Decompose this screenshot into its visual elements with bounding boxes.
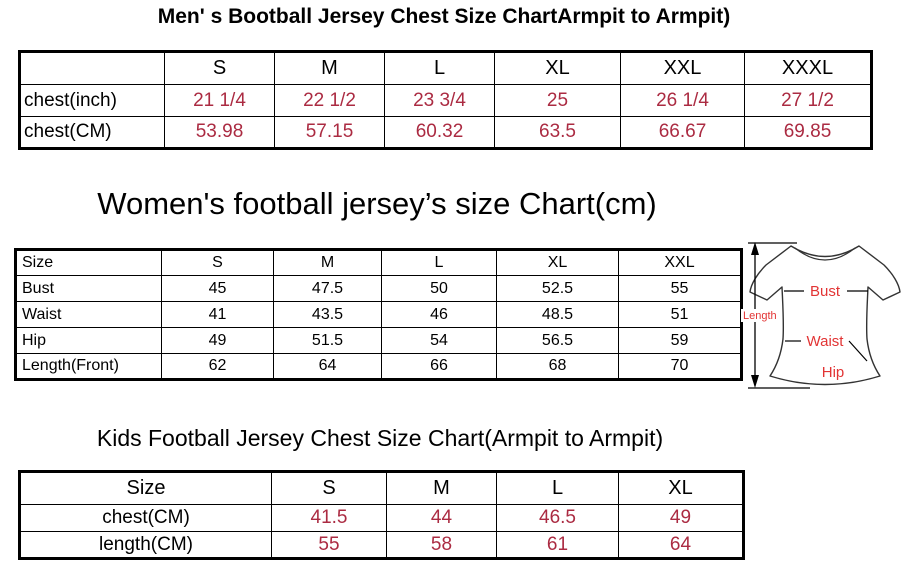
men-value-cell: 27 1/2 bbox=[744, 84, 872, 117]
men-value-cell: 57.15 bbox=[274, 116, 385, 149]
women-size-header: S bbox=[161, 249, 274, 276]
women-value-cell: 51 bbox=[618, 301, 742, 328]
tshirt-measure-diagram: Length Bust Waist Hip bbox=[740, 234, 901, 400]
women-size-header: XL bbox=[496, 249, 619, 276]
kids-value-cell: 64 bbox=[618, 531, 744, 559]
women-value-cell: 56.5 bbox=[496, 327, 619, 354]
length-label: Length bbox=[743, 310, 777, 322]
kids-size-table: Size S M L XL chest(CM) 41.5 44 46.5 49 … bbox=[18, 470, 745, 560]
kids-row-label: length(CM) bbox=[19, 531, 272, 559]
men-size-header: M bbox=[274, 51, 385, 85]
men-value-cell: 23 3/4 bbox=[384, 84, 495, 117]
women-value-cell: 64 bbox=[273, 353, 382, 380]
women-value-cell: 70 bbox=[618, 353, 742, 380]
men-value-cell: 22 1/2 bbox=[274, 84, 385, 117]
women-size-header: XXL bbox=[618, 249, 742, 276]
women-bust-row: Bust 45 47.5 50 52.5 55 bbox=[15, 275, 742, 302]
women-hip-row: Hip 49 51.5 54 56.5 59 bbox=[15, 327, 742, 354]
women-value-cell: 49 bbox=[161, 327, 274, 354]
men-value-cell: 25 bbox=[494, 84, 621, 117]
kids-value-cell: 44 bbox=[386, 504, 497, 532]
women-value-cell: 43.5 bbox=[273, 301, 382, 328]
men-row-label: chest(CM) bbox=[19, 116, 165, 149]
measure-lines bbox=[784, 290, 868, 362]
women-value-cell: 51.5 bbox=[273, 327, 382, 354]
men-value-cell: 66.67 bbox=[620, 116, 745, 149]
women-value-cell: 41 bbox=[161, 301, 274, 328]
kids-size-header: M bbox=[386, 471, 497, 505]
women-row-label: Waist bbox=[15, 301, 162, 328]
women-value-cell: 48.5 bbox=[496, 301, 619, 328]
women-value-cell: 46 bbox=[381, 301, 497, 328]
women-chart-title: Women's football jersey’s size Chart(cm) bbox=[97, 186, 657, 221]
men-size-header: XXL bbox=[620, 51, 745, 85]
women-corner-cell: Size bbox=[15, 249, 162, 276]
bust-label: Bust bbox=[810, 283, 841, 300]
women-length-row: Length(Front) 62 64 66 68 70 bbox=[15, 353, 742, 380]
kids-row-label: chest(CM) bbox=[19, 504, 272, 532]
women-waist-row: Waist 41 43.5 46 48.5 51 bbox=[15, 301, 742, 328]
women-value-cell: 47.5 bbox=[273, 275, 382, 302]
women-value-cell: 52.5 bbox=[496, 275, 619, 302]
hip-label: Hip bbox=[822, 364, 845, 381]
women-row-label: Bust bbox=[15, 275, 162, 302]
women-value-cell: 45 bbox=[161, 275, 274, 302]
men-row-label: chest(inch) bbox=[19, 84, 165, 117]
kids-chest-row: chest(CM) 41.5 44 46.5 49 bbox=[19, 504, 744, 532]
kids-header-row: Size S M L XL bbox=[19, 471, 744, 505]
men-chart-title: Men' s Bootball Jersey Chest Size ChartA… bbox=[157, 5, 731, 28]
women-row-label: Length(Front) bbox=[15, 353, 162, 380]
men-value-cell: 69.85 bbox=[744, 116, 872, 149]
men-value-cell: 60.32 bbox=[384, 116, 495, 149]
men-header-row: S M L XL XXL XXXL bbox=[19, 51, 872, 85]
kids-size-header: S bbox=[271, 471, 387, 505]
women-value-cell: 54 bbox=[381, 327, 497, 354]
men-chest-cm-row: chest(CM) 53.98 57.15 60.32 63.5 66.67 6… bbox=[19, 116, 872, 149]
women-header-row: Size S M L XL XXL bbox=[15, 249, 742, 276]
women-row-label: Hip bbox=[15, 327, 162, 354]
women-size-table: Size S M L XL XXL Bust 45 47.5 50 52.5 5… bbox=[14, 248, 743, 381]
kids-value-cell: 55 bbox=[271, 531, 387, 559]
men-size-header: XXXL bbox=[744, 51, 872, 85]
men-size-header: XL bbox=[494, 51, 621, 85]
tshirt-outline-icon bbox=[749, 245, 901, 386]
kids-value-cell: 46.5 bbox=[496, 504, 619, 532]
women-size-header: M bbox=[273, 249, 382, 276]
men-value-cell: 53.98 bbox=[164, 116, 275, 149]
kids-chart-title: Kids Football Jersey Chest Size Chart(Ar… bbox=[96, 425, 664, 451]
men-value-cell: 26 1/4 bbox=[620, 84, 745, 117]
women-value-cell: 55 bbox=[618, 275, 742, 302]
men-size-table: S M L XL XXL XXXL chest(inch) 21 1/4 22 … bbox=[18, 50, 873, 150]
kids-length-row: length(CM) 55 58 61 64 bbox=[19, 531, 744, 559]
kids-size-header: L bbox=[496, 471, 619, 505]
men-corner-cell bbox=[19, 51, 165, 85]
kids-value-cell: 58 bbox=[386, 531, 497, 559]
women-value-cell: 62 bbox=[161, 353, 274, 380]
women-value-cell: 59 bbox=[618, 327, 742, 354]
men-size-header: S bbox=[164, 51, 275, 85]
kids-size-header: XL bbox=[618, 471, 744, 505]
men-size-header: L bbox=[384, 51, 495, 85]
kids-value-cell: 49 bbox=[618, 504, 744, 532]
women-size-header: L bbox=[381, 249, 497, 276]
men-chest-inch-row: chest(inch) 21 1/4 22 1/2 23 3/4 25 26 1… bbox=[19, 84, 872, 117]
women-value-cell: 66 bbox=[381, 353, 497, 380]
waist-label: Waist bbox=[807, 333, 845, 350]
kids-value-cell: 41.5 bbox=[271, 504, 387, 532]
men-value-cell: 63.5 bbox=[494, 116, 621, 149]
women-value-cell: 68 bbox=[496, 353, 619, 380]
men-value-cell: 21 1/4 bbox=[164, 84, 275, 117]
kids-value-cell: 61 bbox=[496, 531, 619, 559]
women-value-cell: 50 bbox=[381, 275, 497, 302]
kids-corner-cell: Size bbox=[19, 471, 272, 505]
